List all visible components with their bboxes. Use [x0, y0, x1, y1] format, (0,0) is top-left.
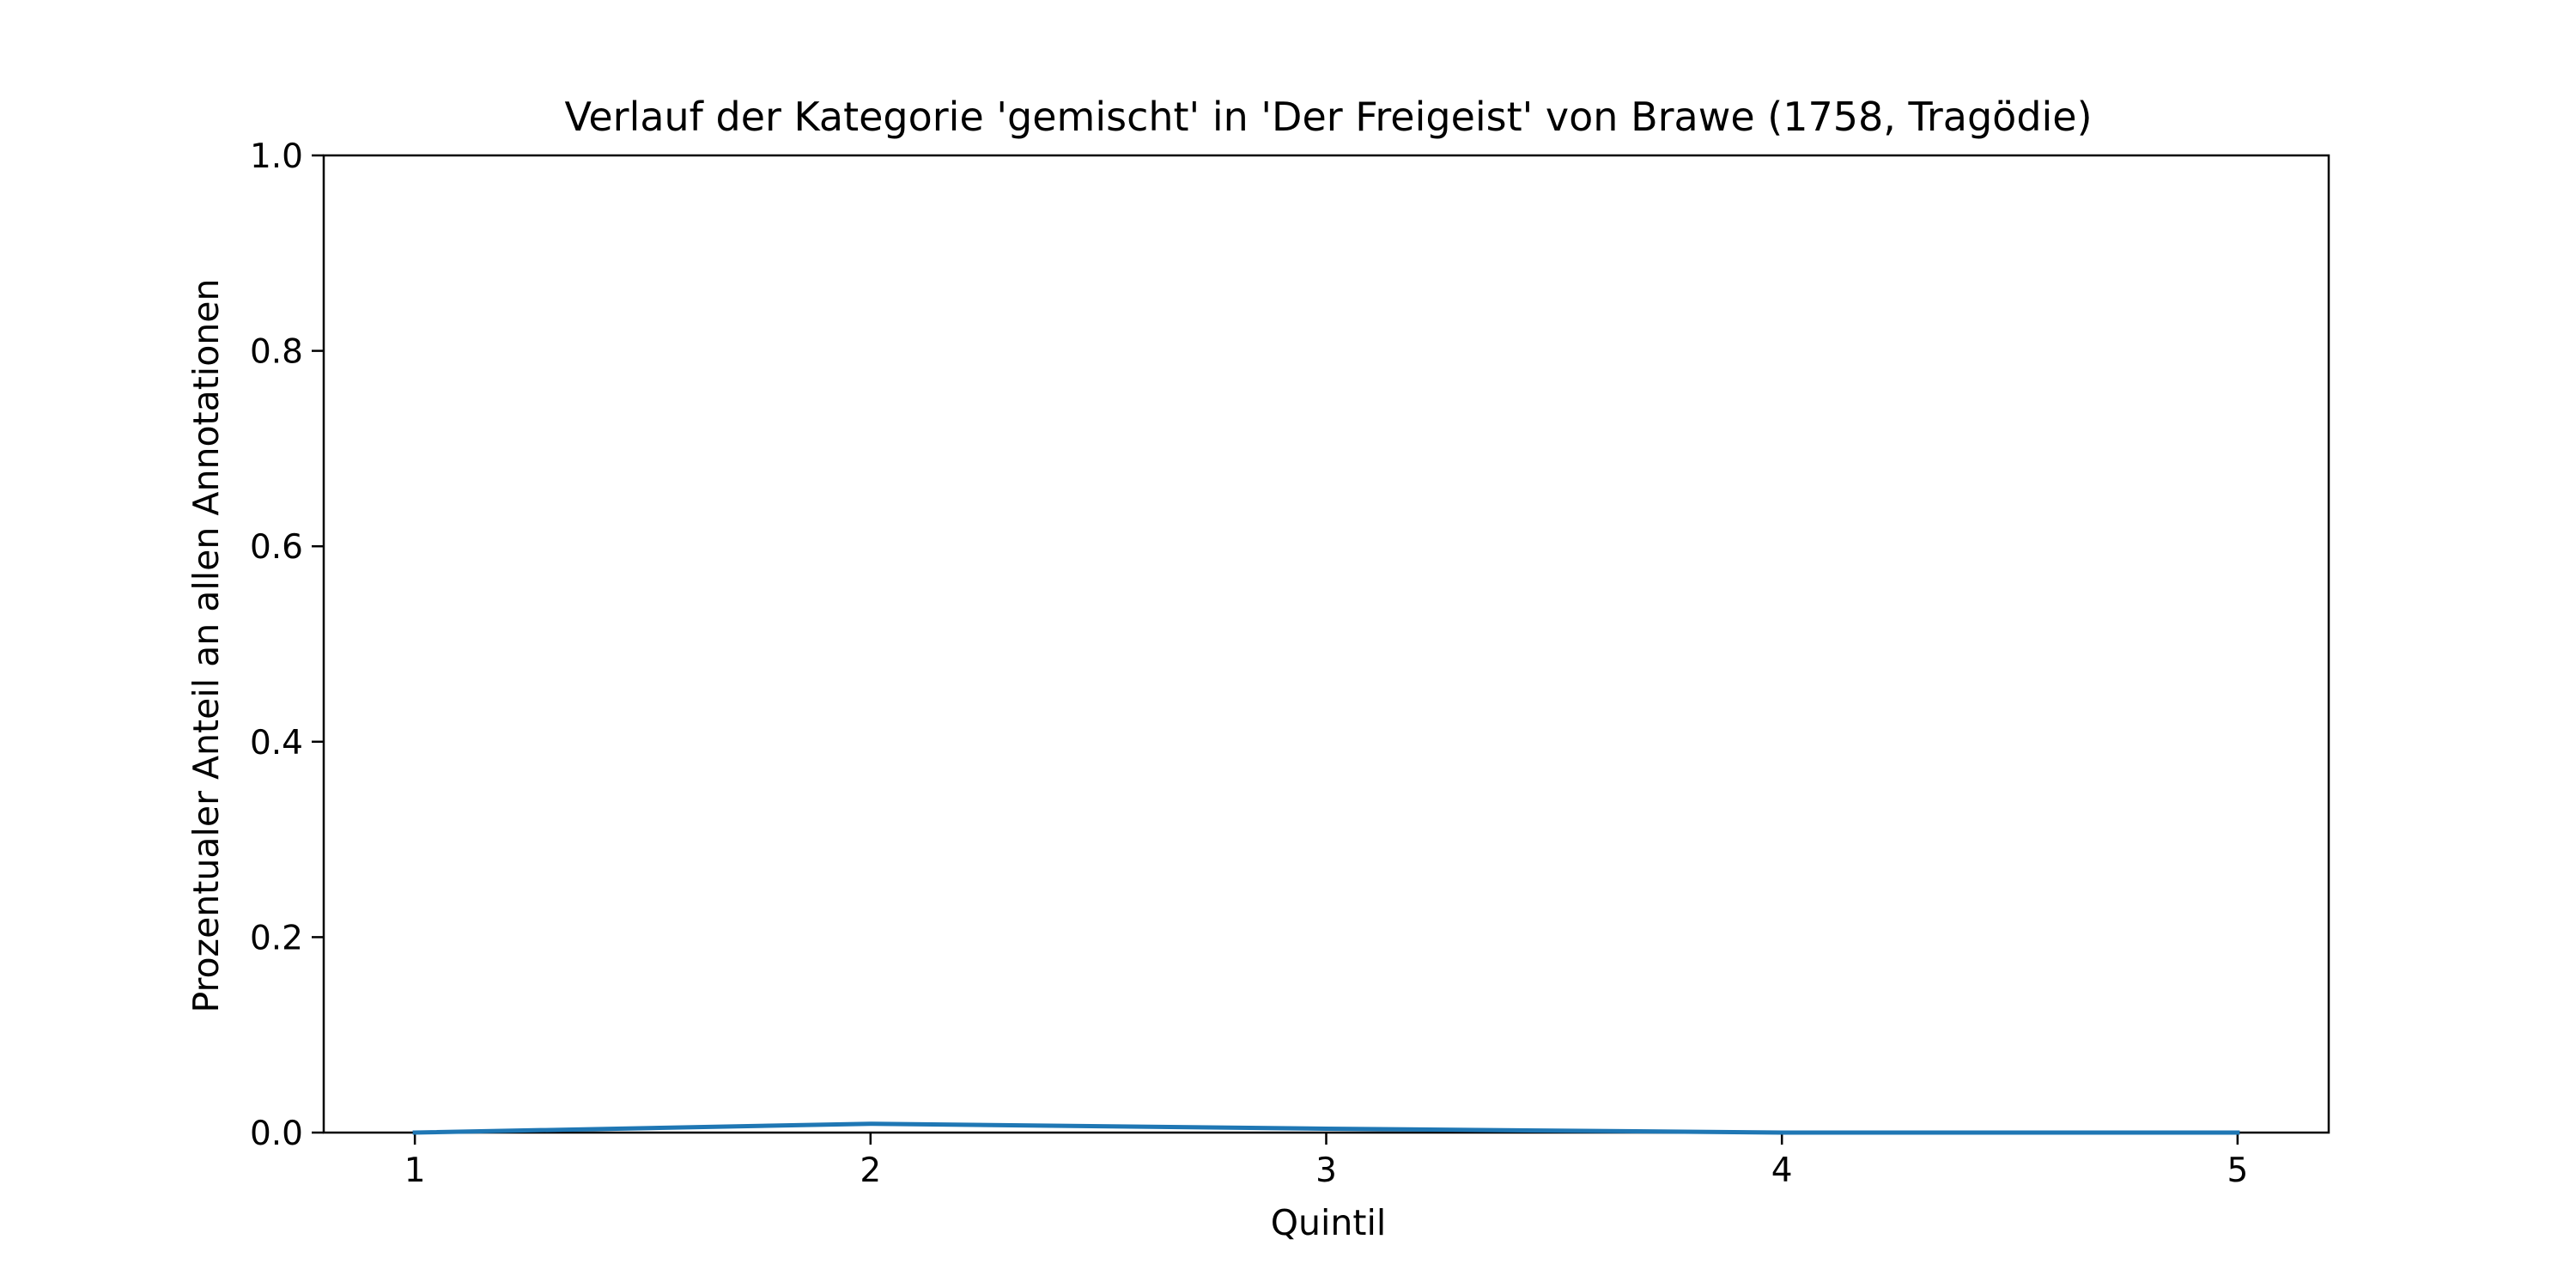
y-tick-label: 0.8 [250, 333, 303, 372]
x-axis-label: Quintil [1271, 1202, 1387, 1243]
x-tick-label: 1 [404, 1151, 426, 1190]
series-layer [412, 1121, 2240, 1135]
y-tick-label: 0.6 [250, 528, 303, 567]
y-tick-label: 0.2 [250, 919, 303, 957]
y-tick-label: 1.0 [250, 137, 303, 176]
x-tick-label: 5 [2227, 1151, 2248, 1190]
x-tick-label: 3 [1315, 1151, 1337, 1190]
x-tick-label: 4 [1771, 1151, 1793, 1190]
y-tick-label: 0.4 [250, 724, 303, 762]
series-line [412, 1121, 2240, 1135]
y-axis-ticks: 0.0 0.2 0.4 0.6 0.8 1.0 [250, 137, 324, 1153]
x-axis-ticks: 1 2 3 4 5 [404, 1133, 2248, 1190]
chart-title: Verlauf der Kategorie 'gemischt' in 'Der… [564, 94, 2092, 140]
x-tick-label: 2 [860, 1151, 881, 1190]
y-tick-label: 0.0 [250, 1115, 303, 1153]
y-axis-label: Prozentualer Anteil an allen Annotatione… [185, 279, 227, 1013]
